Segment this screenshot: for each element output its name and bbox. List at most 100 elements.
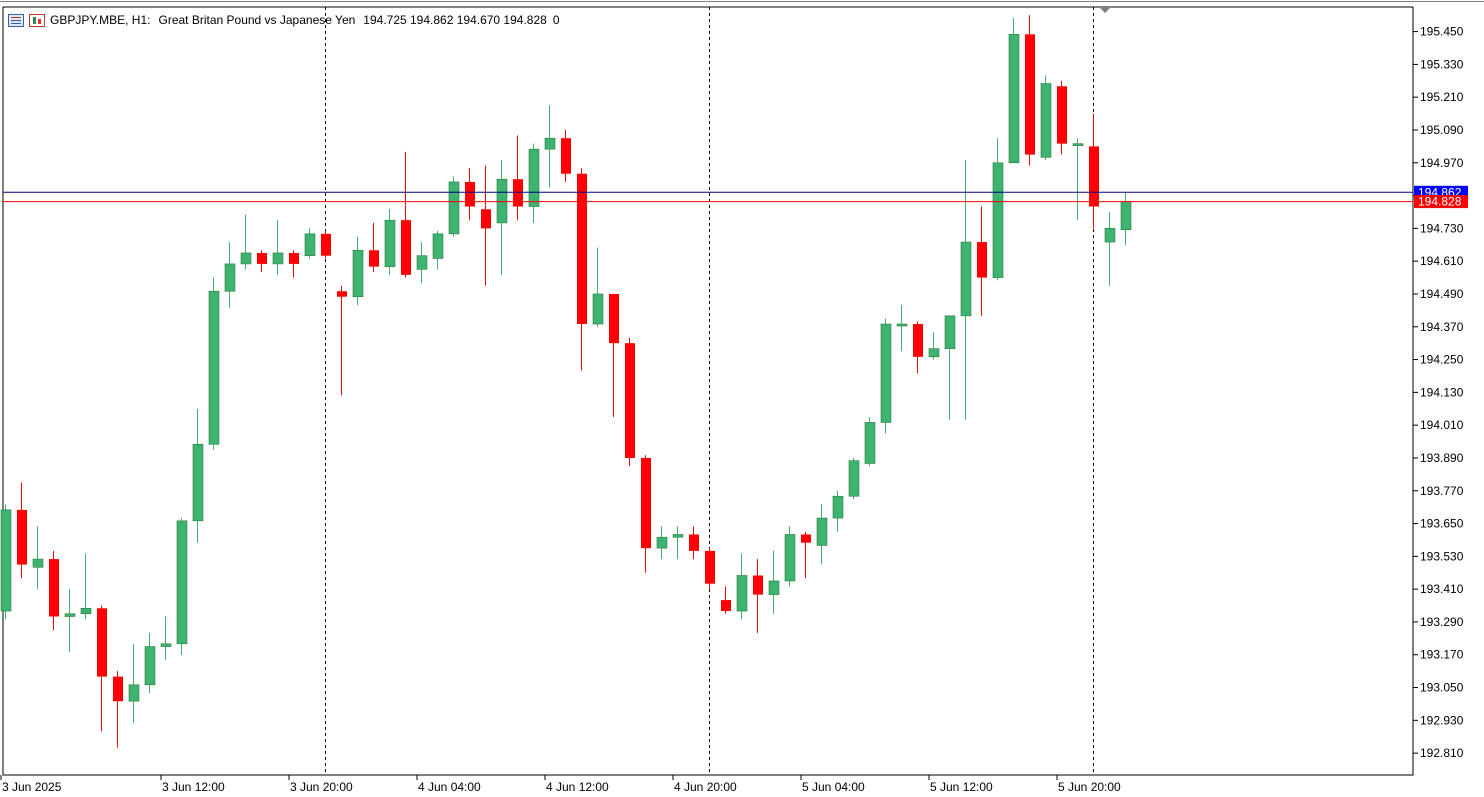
candle-body [369, 250, 379, 267]
candle[interactable] [848, 457, 860, 499]
candle[interactable] [801, 531, 811, 579]
candle[interactable] [1072, 138, 1084, 221]
y-tick-label: 194.130 [1420, 385, 1464, 399]
candle[interactable] [768, 550, 780, 614]
y-tick-label: 194.010 [1420, 418, 1464, 432]
candle[interactable] [513, 135, 523, 221]
y-tick-label: 193.290 [1420, 615, 1464, 629]
candle[interactable] [369, 222, 379, 273]
candle[interactable] [1057, 80, 1067, 155]
candle[interactable] [401, 151, 411, 278]
candle[interactable] [896, 304, 908, 352]
symbol-list-icon[interactable] [8, 13, 24, 27]
candle[interactable] [113, 671, 123, 748]
candle[interactable] [1040, 75, 1052, 161]
candle-body [481, 209, 491, 229]
candle[interactable] [928, 332, 940, 360]
candle[interactable] [160, 616, 172, 661]
chart-shift-marker-icon[interactable] [1099, 7, 1111, 13]
candle-body [641, 457, 651, 549]
candle[interactable] [705, 548, 715, 590]
candle[interactable] [128, 643, 140, 724]
candle[interactable] [176, 518, 188, 655]
candle[interactable] [577, 168, 587, 371]
candle-body [272, 252, 284, 265]
candle[interactable] [913, 321, 923, 374]
candle[interactable] [257, 250, 267, 273]
candle[interactable] [816, 504, 828, 565]
candle[interactable] [784, 526, 796, 587]
candle[interactable] [1008, 17, 1020, 164]
candle[interactable] [416, 242, 428, 284]
candle[interactable] [272, 220, 284, 275]
candle[interactable] [304, 228, 316, 259]
candle[interactable] [321, 231, 331, 259]
x-tick-label: 3 Jun 2025 [2, 780, 62, 794]
candle[interactable] [689, 526, 699, 560]
y-tick-label: 194.610 [1420, 254, 1464, 268]
candle-body [609, 293, 619, 344]
candle[interactable] [656, 526, 668, 560]
candle-body [432, 233, 444, 259]
candle[interactable] [289, 250, 299, 278]
candle[interactable] [592, 247, 604, 327]
candle[interactable] [832, 490, 844, 532]
candle[interactable] [1104, 211, 1116, 286]
candle-body [960, 241, 972, 317]
candle[interactable] [1120, 192, 1132, 245]
candle[interactable] [208, 277, 220, 450]
candle-body [913, 324, 923, 357]
candle[interactable] [753, 559, 763, 633]
candle-body [528, 148, 540, 207]
candle-body [1089, 146, 1099, 207]
candle[interactable] [672, 526, 684, 560]
candle[interactable] [992, 138, 1004, 281]
candle[interactable] [960, 160, 972, 420]
candle[interactable] [337, 285, 347, 396]
candle-body [17, 509, 27, 565]
candle[interactable] [465, 168, 475, 221]
chart-type-icon[interactable] [29, 13, 45, 27]
candle[interactable] [1089, 113, 1099, 229]
candle-body [352, 249, 364, 298]
candle-body [1025, 34, 1035, 155]
candle[interactable] [481, 165, 491, 286]
candle[interactable] [80, 553, 92, 620]
candle-body [0, 509, 12, 612]
candle[interactable] [240, 214, 252, 270]
candle[interactable] [448, 176, 460, 237]
candle[interactable] [144, 632, 156, 694]
candle[interactable] [496, 160, 508, 275]
candle[interactable] [384, 209, 396, 275]
candle[interactable] [641, 455, 651, 573]
candle[interactable] [97, 605, 107, 732]
bid-price-label-bg [1414, 195, 1468, 209]
candle[interactable] [609, 293, 619, 417]
candle[interactable] [544, 105, 556, 188]
candle[interactable] [49, 550, 59, 631]
candle[interactable] [17, 482, 27, 579]
candle[interactable] [64, 589, 76, 653]
candle[interactable] [944, 315, 956, 420]
candle[interactable] [721, 586, 731, 614]
candle[interactable] [864, 416, 876, 467]
candle[interactable] [880, 318, 892, 434]
candle[interactable] [432, 231, 444, 270]
candle[interactable] [561, 129, 571, 182]
candle[interactable] [224, 242, 236, 308]
candle[interactable] [0, 504, 12, 620]
y-tick-label: 194.730 [1420, 221, 1464, 235]
candle[interactable] [625, 337, 635, 467]
candle-body [416, 255, 428, 270]
y-tick-label: 193.770 [1420, 484, 1464, 498]
candle[interactable] [352, 236, 364, 305]
candle[interactable] [192, 408, 204, 543]
y-tick-label: 193.650 [1420, 517, 1464, 531]
candle[interactable] [736, 553, 748, 620]
candle[interactable] [528, 143, 540, 223]
candle[interactable] [977, 206, 987, 316]
candle[interactable] [32, 526, 44, 590]
candle[interactable] [1025, 15, 1035, 166]
candle-body [880, 323, 892, 423]
